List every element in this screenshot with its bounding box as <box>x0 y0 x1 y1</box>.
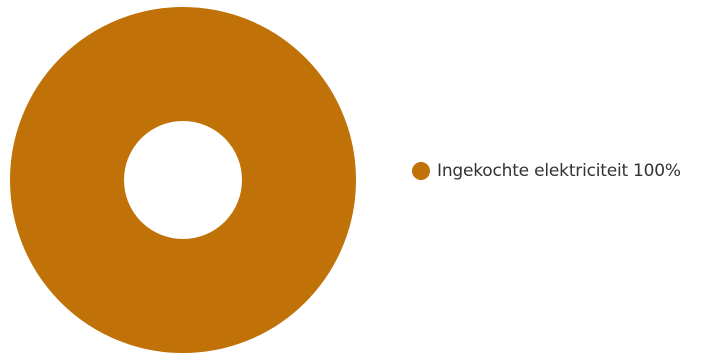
chart-legend: Ingekochte elektriciteit 100% <box>412 160 681 182</box>
legend-swatch <box>412 162 430 180</box>
donut-slice-ingekochte-elektriciteit[interactable] <box>10 7 356 353</box>
legend-value: 100% <box>632 161 681 181</box>
legend-label: Ingekochte elektriciteit <box>437 161 628 181</box>
legend-item[interactable]: Ingekochte elektriciteit 100% <box>412 160 681 182</box>
